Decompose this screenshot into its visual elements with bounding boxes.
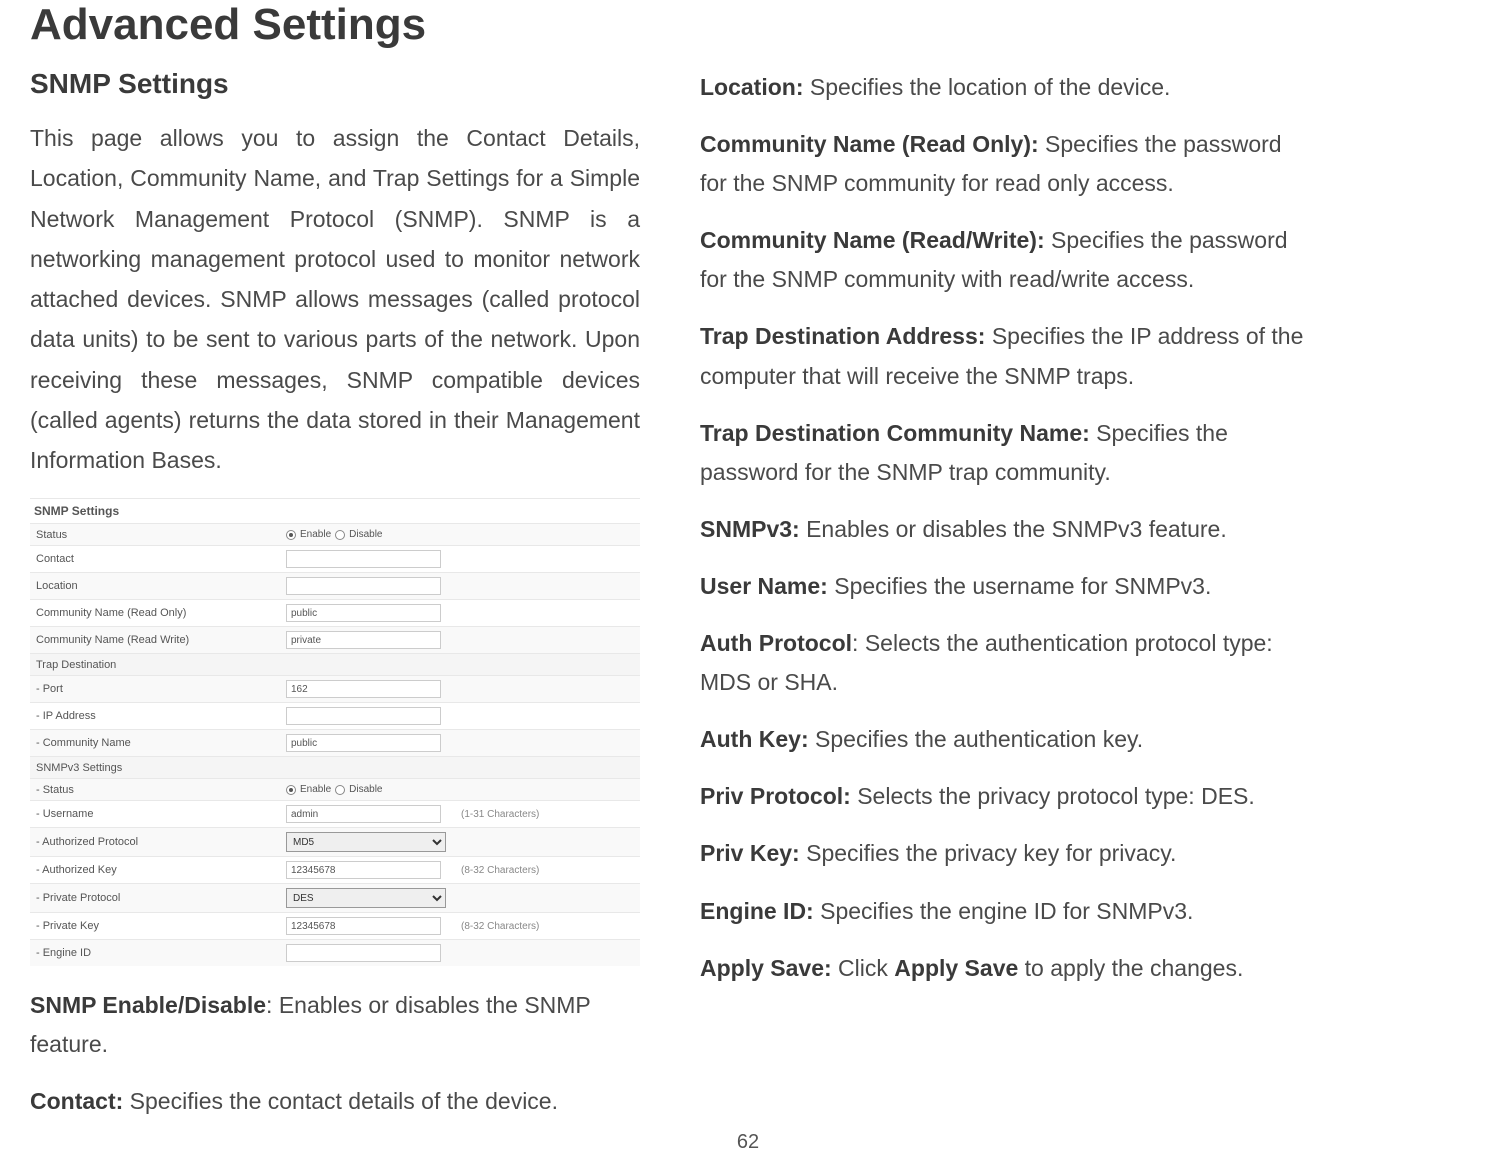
def-comm-rw-term: Community Name (Read/Write): <box>700 227 1045 253</box>
def-apply-term2: Apply Save <box>894 955 1018 981</box>
def-authkey-desc: Specifies the authentication key. <box>809 726 1144 752</box>
def-apply-term: Apply Save: <box>700 955 832 981</box>
def-comm-rw: Community Name (Read/Write): Specifies t… <box>700 221 1310 299</box>
row-label-v3-privproto: - Private Protocol <box>30 884 280 913</box>
def-comm-ro: Community Name (Read Only): Specifies th… <box>700 125 1310 203</box>
def-trap-addr-term: Trap Destination Address: <box>700 323 985 349</box>
row-section-v3: SNMPv3 Settings <box>30 757 640 779</box>
v3-radio-enable-icon[interactable] <box>286 785 296 795</box>
def-snmpv3-desc: Enables or disables the SNMPv3 feature. <box>800 516 1227 542</box>
def-apply-desc2: to apply the changes. <box>1018 955 1243 981</box>
def-trap-comm-term: Trap Destination Community Name: <box>700 420 1090 446</box>
row-label-contact: Contact <box>30 546 280 573</box>
def-username-term: User Name: <box>700 573 828 599</box>
def-apply: Apply Save: Click Apply Save to apply th… <box>700 949 1310 988</box>
radio-enable-label: Enable <box>300 529 331 540</box>
row-label-v3-username: - Username <box>30 801 280 828</box>
v3-username-input[interactable] <box>286 805 441 823</box>
row-section-trap: Trap Destination <box>30 654 640 676</box>
def-privproto-term: Priv Protocol: <box>700 783 851 809</box>
def-authproto-term: Auth Protocol <box>700 630 852 656</box>
row-label-trap-port: - Port <box>30 676 280 703</box>
def-snmpv3-term: SNMPv3: <box>700 516 800 542</box>
comm-rw-input[interactable] <box>286 631 441 649</box>
v3-status-radio-group[interactable]: Enable Disable <box>286 784 634 795</box>
row-label-v3-authproto: - Authorized Protocol <box>30 828 280 857</box>
def-privkey-desc: Specifies the privacy key for privacy. <box>800 840 1177 866</box>
left-column: SNMP Settings This page allows you to as… <box>30 68 640 1140</box>
def-enable-term: SNMP Enable/Disable <box>30 992 266 1018</box>
row-label-status: Status <box>30 524 280 546</box>
def-trap-comm: Trap Destination Community Name: Specifi… <box>700 414 1310 492</box>
v3-radio-enable-label: Enable <box>300 784 331 795</box>
trap-ip-input[interactable] <box>286 707 441 725</box>
v3-username-hint: (1-31 Characters) <box>455 801 640 828</box>
def-engine: Engine ID: Specifies the engine ID for S… <box>700 892 1310 931</box>
row-label-v3-authkey: - Authorized Key <box>30 857 280 884</box>
def-location-term: Location: <box>700 74 804 100</box>
page-number: 62 <box>737 1131 759 1154</box>
row-label-comm-rw: Community Name (Read Write) <box>30 627 280 654</box>
def-privproto-desc: Selects the privacy protocol type: DES. <box>851 783 1255 809</box>
right-column: Location: Specifies the location of the … <box>700 68 1310 1140</box>
def-snmpv3: SNMPv3: Enables or disables the SNMPv3 f… <box>700 510 1310 549</box>
row-label-trap-comm: - Community Name <box>30 730 280 757</box>
def-privkey-term: Priv Key: <box>700 840 800 866</box>
row-label-location: Location <box>30 573 280 600</box>
def-enable: SNMP Enable/Disable: Enables or disables… <box>30 986 640 1064</box>
v3-engine-input[interactable] <box>286 944 441 962</box>
def-comm-ro-term: Community Name (Read Only): <box>700 131 1039 157</box>
status-radio-group[interactable]: Enable Disable <box>286 529 634 540</box>
row-label-v3-privkey: - Private Key <box>30 913 280 940</box>
def-apply-desc1: Click <box>832 955 895 981</box>
radio-enable-icon[interactable] <box>286 530 296 540</box>
contact-input[interactable] <box>286 550 441 568</box>
def-engine-term: Engine ID: <box>700 898 814 924</box>
radio-disable-label: Disable <box>349 529 382 540</box>
def-trap-addr: Trap Destination Address: Specifies the … <box>700 317 1310 395</box>
def-authkey: Auth Key: Specifies the authentication k… <box>700 720 1310 759</box>
page-title: Advanced Settings <box>30 0 1466 50</box>
trap-comm-input[interactable] <box>286 734 441 752</box>
snmp-settings-table: SNMP Settings Status Enable Disable Cont… <box>30 498 640 966</box>
def-authkey-term: Auth Key: <box>700 726 809 752</box>
def-contact-term: Contact: <box>30 1088 123 1114</box>
v3-privkey-input[interactable] <box>286 917 441 935</box>
row-label-v3-engine: - Engine ID <box>30 940 280 967</box>
def-contact-desc: Specifies the contact details of the dev… <box>123 1088 558 1114</box>
trap-port-input[interactable] <box>286 680 441 698</box>
def-privkey: Priv Key: Specifies the privacy key for … <box>700 834 1310 873</box>
def-username-desc: Specifies the username for SNMPv3. <box>828 573 1212 599</box>
radio-disable-icon[interactable] <box>335 530 345 540</box>
def-authproto: Auth Protocol: Selects the authenticatio… <box>700 624 1310 702</box>
content-columns: SNMP Settings This page allows you to as… <box>30 68 1466 1140</box>
v3-radio-disable-icon[interactable] <box>335 785 345 795</box>
v3-privkey-hint: (8-32 Characters) <box>455 913 640 940</box>
def-engine-desc: Specifies the engine ID for SNMPv3. <box>814 898 1194 924</box>
v3-privproto-select[interactable]: DES <box>286 888 446 908</box>
location-input[interactable] <box>286 577 441 595</box>
row-label-trap-ip: - IP Address <box>30 703 280 730</box>
def-username: User Name: Specifies the username for SN… <box>700 567 1310 606</box>
v3-authproto-select[interactable]: MD5 <box>286 832 446 852</box>
def-privproto: Priv Protocol: Selects the privacy proto… <box>700 777 1310 816</box>
v3-authkey-input[interactable] <box>286 861 441 879</box>
row-label-comm-ro: Community Name (Read Only) <box>30 600 280 627</box>
table-title: SNMP Settings <box>30 499 640 524</box>
v3-radio-disable-label: Disable <box>349 784 382 795</box>
def-contact: Contact: Specifies the contact details o… <box>30 1082 640 1121</box>
v3-authkey-hint: (8-32 Characters) <box>455 857 640 884</box>
comm-ro-input[interactable] <box>286 604 441 622</box>
def-location: Location: Specifies the location of the … <box>700 68 1310 107</box>
row-label-v3-status: - Status <box>30 779 280 801</box>
section-heading: SNMP Settings <box>30 68 640 100</box>
intro-paragraph: This page allows you to assign the Conta… <box>30 118 640 480</box>
def-location-desc: Specifies the location of the device. <box>804 74 1171 100</box>
